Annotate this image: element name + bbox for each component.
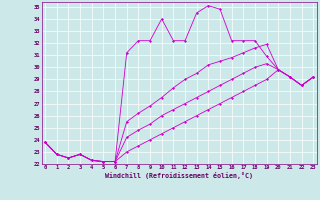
X-axis label: Windchill (Refroidissement éolien,°C): Windchill (Refroidissement éolien,°C) <box>105 172 253 179</box>
